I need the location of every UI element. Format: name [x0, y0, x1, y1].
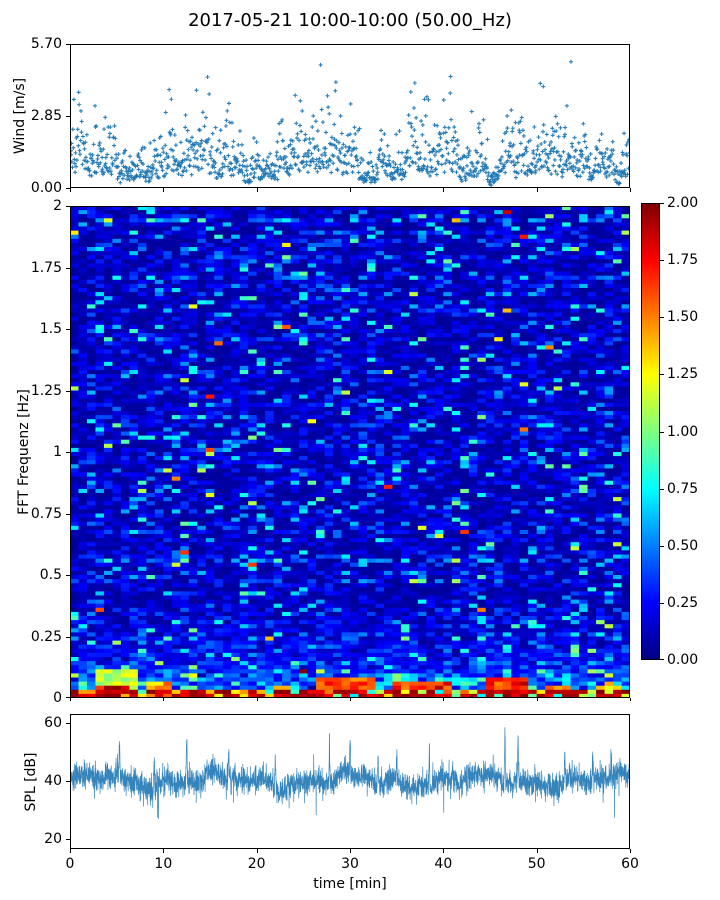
fft-y-tick-label: 0 [53, 690, 62, 706]
time-x-tick-label: 0 [65, 856, 75, 872]
colorbar-tick-label: 1.25 [667, 366, 699, 383]
spl-y-tick-label: 20 [44, 831, 62, 848]
time-x-tick-label: 10 [154, 856, 173, 872]
colorbar-tick-label: 0.75 [667, 480, 699, 497]
time-x-tick [630, 849, 631, 853]
wind-y-tick-label: 0.00 [30, 180, 62, 196]
fft-y-tick-label: 2 [53, 198, 62, 214]
spl-y-tick [66, 723, 70, 724]
time-x-tick [350, 849, 351, 853]
wind-x-tick [443, 188, 444, 192]
wind-x-tick [537, 188, 538, 192]
time-x-tick-label: 50 [527, 856, 546, 872]
spectrogram-x-tick [537, 698, 538, 701]
wind-ylabel: Wind [m/s] [12, 77, 28, 155]
fft-y-tick-label: 0.75 [30, 505, 62, 522]
colorbar-tick-label: 1.75 [667, 252, 699, 269]
spectrogram-x-tick [443, 698, 444, 701]
time-x-tick [257, 849, 258, 853]
colorbar-tick [660, 546, 664, 547]
spectrogram-x-tick [630, 698, 631, 701]
fft-y-tick [66, 268, 70, 269]
colorbar-tick-label: 0.00 [667, 652, 699, 668]
spl-y-tick-label: 40 [44, 772, 62, 789]
time-x-tick-label: 60 [621, 856, 639, 872]
time-x-tick-label: 40 [434, 856, 453, 872]
wind-x-tick [350, 188, 351, 192]
time-x-tick [537, 849, 538, 853]
colorbar-canvas [641, 203, 660, 660]
colorbar-tick [660, 374, 664, 375]
colorbar-tick-label: 1.00 [667, 423, 699, 440]
colorbar-tick [660, 260, 664, 261]
spectrogram-x-tick [70, 698, 71, 701]
colorbar-tick [660, 489, 664, 490]
fft-y-tick [66, 637, 70, 638]
wind-x-tick [630, 188, 631, 192]
spl-y-tick [66, 839, 70, 840]
wind-scatter-canvas [70, 44, 630, 188]
fft-y-tick [66, 391, 70, 392]
wind-x-tick [257, 188, 258, 192]
wind-x-tick [70, 188, 71, 192]
fft-y-tick [66, 697, 70, 698]
colorbar-tick [660, 659, 664, 660]
fft-y-tick-label: 1 [53, 444, 62, 460]
spectrogram-axes [70, 206, 630, 698]
fft-y-tick-label: 0.25 [30, 628, 62, 645]
colorbar-tick-label: 0.25 [667, 594, 699, 611]
colorbar-tick-label: 0.50 [667, 537, 699, 554]
fft-y-tick [66, 329, 70, 330]
spectrogram-x-tick [163, 698, 164, 701]
spl-line-axes [70, 714, 630, 849]
wind-y-tick [66, 188, 70, 189]
colorbar-tick [660, 603, 664, 604]
fft-y-tick [66, 452, 70, 453]
spl-ylabel: SPL [dB] [23, 752, 39, 811]
fft-y-tick [66, 206, 70, 207]
colorbar-tick [660, 317, 664, 318]
fft-y-tick-label: 0.5 [39, 567, 62, 583]
wind-y-tick [66, 44, 70, 45]
fft-y-tick-label: 1.5 [39, 321, 62, 337]
colorbar [641, 203, 660, 660]
time-x-tick-label: 30 [341, 856, 359, 872]
fft-y-tick-label: 1.75 [30, 259, 62, 276]
colorbar-tick [660, 203, 664, 204]
colorbar-tick [660, 432, 664, 433]
spl-line-canvas [70, 714, 630, 849]
colorbar-tick-label: 2.00 [667, 195, 699, 211]
time-x-tick [70, 849, 71, 853]
figure-title: 2017-05-21 10:00-10:00 (50.00_Hz) [188, 10, 512, 31]
wind-y-tick-label: 2.85 [30, 108, 62, 124]
colorbar-tick-label: 1.50 [667, 309, 699, 326]
time-x-tick-label: 20 [247, 856, 266, 872]
spectrogram-canvas [70, 206, 630, 698]
time-x-tick [163, 849, 164, 853]
spectrogram-x-tick [257, 698, 258, 701]
wind-y-tick [66, 116, 70, 117]
spectrogram-x-tick [350, 698, 351, 701]
time-xlabel: time [min] [313, 876, 387, 892]
wind-x-tick [163, 188, 164, 192]
spl-y-tick [66, 781, 70, 782]
wind-y-tick-label: 5.70 [30, 36, 62, 52]
wind-scatter-axes [70, 44, 630, 188]
fft-y-tick-label: 1.25 [30, 382, 62, 399]
spl-y-tick-label: 60 [44, 714, 62, 731]
fft-y-tick [66, 514, 70, 515]
fft-frequency-ylabel: FFT Frequenz [Hz] [16, 389, 32, 515]
fft-y-tick [66, 575, 70, 576]
time-x-tick [443, 849, 444, 853]
